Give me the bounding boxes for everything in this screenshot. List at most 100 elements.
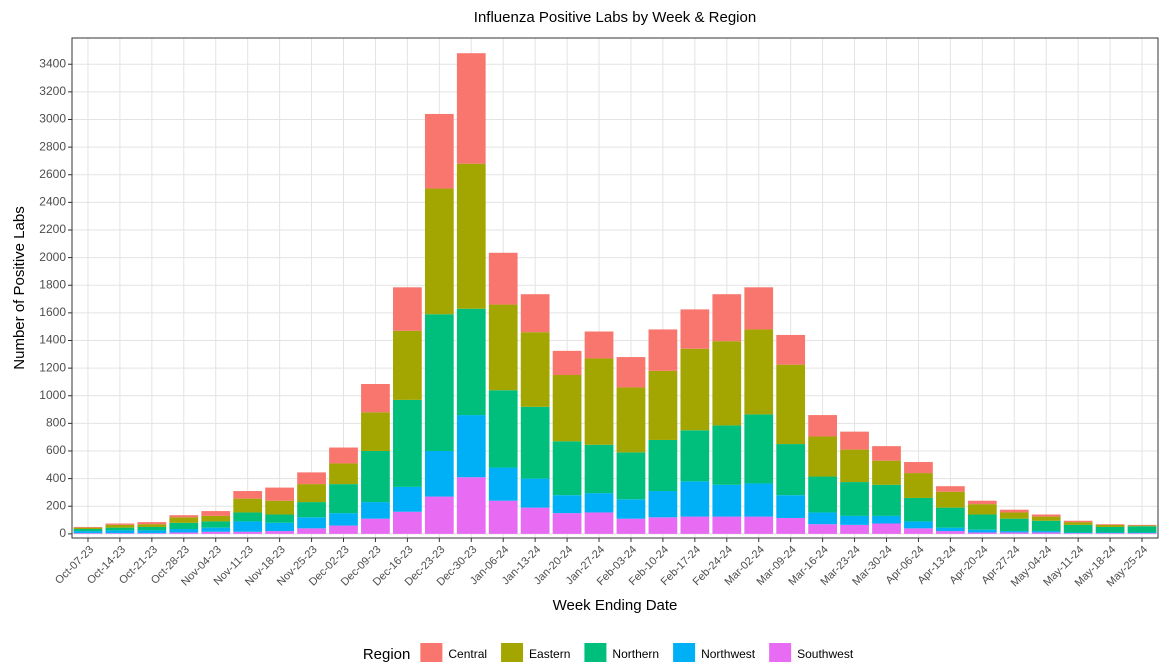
y-tick-label: 2000 <box>39 250 66 264</box>
bar-segment <box>424 188 454 315</box>
bar-segment <box>361 412 390 451</box>
bar-segment <box>552 513 582 534</box>
bar-segment <box>1031 516 1061 521</box>
bar-segment <box>1063 520 1093 523</box>
legend-label: Central <box>448 647 487 661</box>
bar-segment <box>872 515 901 524</box>
bar-segment <box>872 484 901 516</box>
bar-segment <box>936 527 965 532</box>
bar-segment <box>297 528 326 534</box>
x-axis-title: Week Ending Date <box>553 597 678 614</box>
bar-segment <box>1095 533 1125 534</box>
bar-segment <box>967 500 997 505</box>
bar-segment <box>680 309 710 349</box>
bar-segment <box>616 357 646 388</box>
bar-segment <box>967 529 997 533</box>
y-tick-label: 1400 <box>39 333 66 347</box>
bar-segment <box>105 533 135 534</box>
bar-segment <box>1063 533 1093 534</box>
bar-segment <box>73 529 103 532</box>
bar-segment <box>1063 522 1093 525</box>
bar-segment <box>904 521 933 529</box>
bar-segment <box>233 521 263 532</box>
bar-segment <box>329 525 358 534</box>
bar-segment <box>776 495 806 518</box>
bar-segment <box>297 517 326 529</box>
bar-segment <box>137 530 167 534</box>
bar-segment <box>1095 526 1125 533</box>
bar-segment <box>169 529 199 533</box>
bar-segment <box>967 504 997 515</box>
bar-segment <box>808 415 837 437</box>
bar-segment <box>872 446 901 461</box>
y-tick-label: 600 <box>46 443 66 457</box>
bar-segment <box>329 484 358 514</box>
bar-segment <box>712 294 742 342</box>
bar-segment <box>936 486 965 492</box>
bar-segment <box>872 523 901 534</box>
bar-segment <box>361 450 390 503</box>
bar-segment <box>456 163 486 309</box>
bar-segment <box>648 517 678 534</box>
bar-segment <box>201 521 231 528</box>
bar-segment <box>233 498 263 513</box>
bar-segment <box>999 518 1029 532</box>
bar-segment <box>329 447 358 464</box>
bar-segment <box>520 294 550 333</box>
bar-segment <box>424 496 454 534</box>
bar-segment <box>233 531 263 534</box>
bar-segment <box>584 512 614 534</box>
bar-segment <box>584 444 614 494</box>
bar-segment <box>265 487 294 501</box>
bar-segment <box>488 252 518 305</box>
bar-segment <box>776 444 806 496</box>
bar-segment <box>1031 514 1061 517</box>
bar-segment <box>393 287 422 331</box>
bar-segment <box>999 531 1029 533</box>
bar-segment <box>201 531 231 534</box>
bar-segment <box>73 527 103 530</box>
bar-segment <box>169 532 199 534</box>
bar-segment <box>1063 524 1093 533</box>
bar-segment <box>776 334 806 365</box>
bar-segment <box>936 507 965 528</box>
bar-segment <box>520 332 550 407</box>
bar-segment <box>1127 524 1157 526</box>
bar-segment <box>936 531 965 534</box>
bar-segment <box>648 491 678 518</box>
bar-segment <box>1031 532 1061 534</box>
bar-segment <box>265 514 294 523</box>
y-tick-label: 3200 <box>39 84 66 98</box>
bar-segment <box>967 532 997 534</box>
bar-segment <box>393 330 422 400</box>
bar-segment <box>840 482 869 516</box>
bar-segment <box>137 524 167 527</box>
bar-segment <box>520 406 550 479</box>
bar-segment <box>712 516 742 534</box>
bar-segment <box>169 522 199 530</box>
y-tick-label: 3400 <box>39 56 66 70</box>
bar-segment <box>297 472 326 485</box>
bar-segment <box>297 502 326 518</box>
bar-segment <box>73 526 103 528</box>
bar-segment <box>297 484 326 503</box>
bar-segment <box>520 507 550 534</box>
bar-segment <box>169 517 199 523</box>
bar-segment <box>456 477 486 534</box>
bar-segment <box>999 512 1029 519</box>
bar-segment <box>584 358 614 445</box>
bar-segment <box>967 514 997 530</box>
bar-segment <box>233 491 263 499</box>
y-axis-title: Number of Positive Labs <box>11 206 28 369</box>
bar-segment <box>73 531 103 534</box>
bar-segment <box>456 308 486 416</box>
bar-segment <box>393 399 422 487</box>
y-tick-label: 1000 <box>39 388 66 402</box>
bar-segment <box>808 524 837 534</box>
bar-segment <box>361 518 390 534</box>
y-tick-label: 2200 <box>39 222 66 236</box>
bar-segment <box>904 497 933 522</box>
bar-segment <box>552 375 582 442</box>
bar-segment <box>808 436 837 477</box>
bar-segment <box>584 331 614 359</box>
